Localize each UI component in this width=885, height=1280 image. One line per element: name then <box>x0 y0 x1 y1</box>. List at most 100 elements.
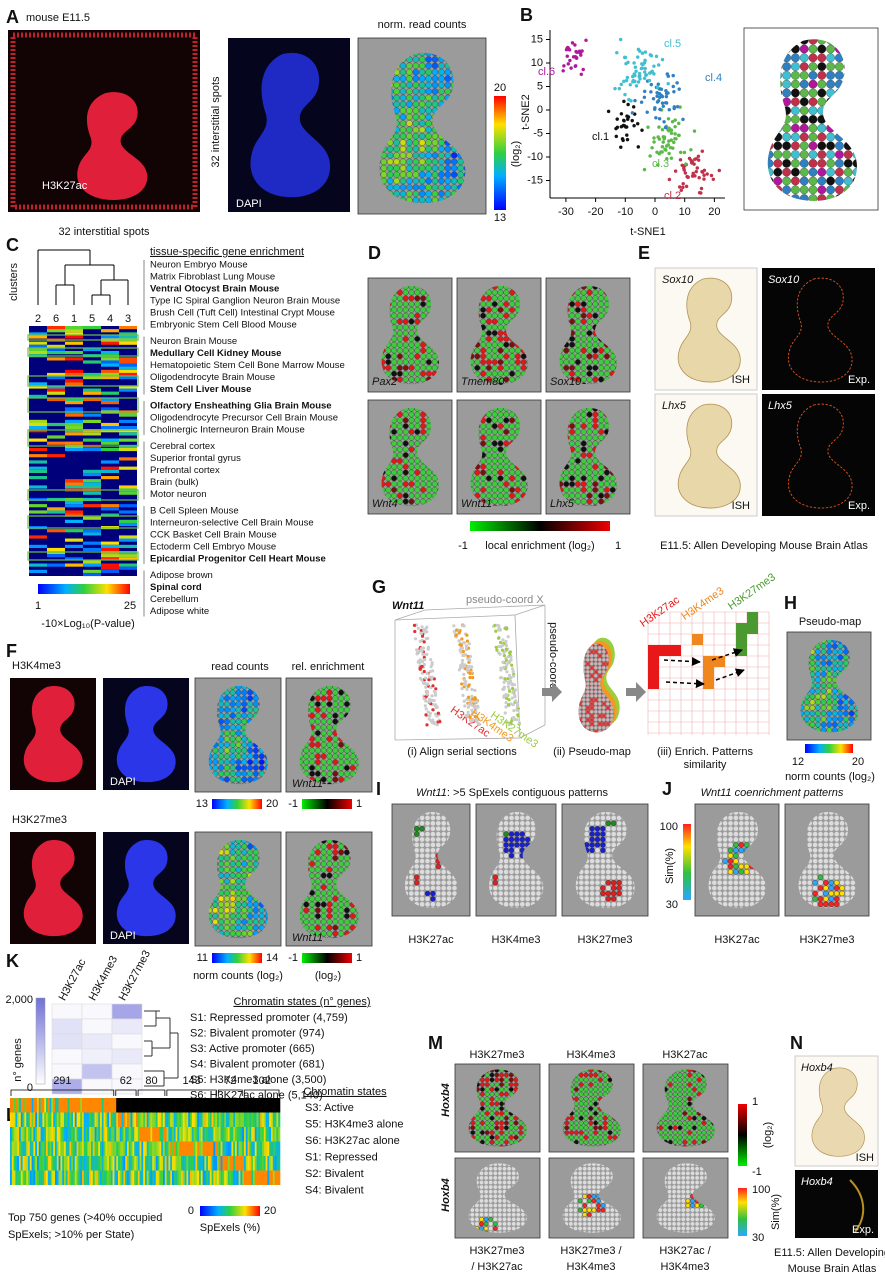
spot <box>837 643 844 649</box>
spot <box>604 469 610 476</box>
heatmap-cell <box>65 357 83 361</box>
spot <box>580 365 587 371</box>
section-spot <box>497 636 501 640</box>
label: norm counts (log₂) <box>193 970 283 982</box>
heatmap-cell <box>119 447 137 452</box>
spot <box>406 62 413 69</box>
spot <box>253 759 259 765</box>
spot <box>391 487 397 493</box>
spot <box>497 434 504 441</box>
spot <box>326 861 333 867</box>
spot <box>320 730 327 736</box>
spot <box>604 487 610 493</box>
heatmap-cell <box>101 441 119 445</box>
section-spot <box>452 630 456 634</box>
spot <box>408 458 415 464</box>
spot <box>519 842 525 848</box>
heatmap-cell <box>83 491 101 495</box>
spot <box>397 469 403 476</box>
section-spot <box>505 627 509 631</box>
spot <box>320 701 327 707</box>
spot <box>338 866 344 873</box>
spot <box>402 463 409 470</box>
spot <box>438 94 445 101</box>
spot <box>404 880 409 886</box>
spot <box>241 695 248 702</box>
spot <box>320 890 327 896</box>
scatter-point <box>667 151 671 156</box>
heatmap-cell <box>47 507 65 511</box>
spot <box>235 724 242 731</box>
spot <box>309 907 315 914</box>
spot <box>809 721 816 728</box>
spot <box>480 359 486 365</box>
scatter-point <box>640 62 644 66</box>
section-spot <box>515 704 519 709</box>
spot <box>229 736 236 742</box>
label: local enrichment (log₂) <box>485 540 594 552</box>
spot <box>817 176 827 186</box>
section-spot <box>515 708 519 712</box>
spot <box>843 167 853 177</box>
spot <box>391 307 397 313</box>
section-spot <box>428 697 432 702</box>
spot <box>592 498 599 505</box>
cluster-label: cl.2 <box>664 190 681 202</box>
spot <box>426 301 432 307</box>
spot <box>393 152 400 159</box>
scatter-point <box>566 45 570 50</box>
spot <box>235 878 242 885</box>
spot <box>229 689 236 696</box>
spot <box>344 753 350 760</box>
section-spot <box>474 710 478 715</box>
spot <box>474 475 481 482</box>
scatter-point <box>679 188 684 193</box>
label: (iii) Enrich. Patterns <box>657 746 753 758</box>
label: 20 <box>852 756 864 768</box>
spot <box>598 359 604 365</box>
spot <box>391 492 397 499</box>
heatmap-cell <box>65 479 83 483</box>
spot <box>509 411 515 418</box>
spot <box>503 475 510 482</box>
spot <box>451 177 458 185</box>
spot <box>229 924 236 931</box>
spot <box>332 701 339 707</box>
spot <box>598 307 604 313</box>
spot <box>586 307 593 313</box>
spot <box>326 712 333 719</box>
section-spot <box>463 653 467 657</box>
spot <box>605 729 610 733</box>
spot <box>326 878 333 885</box>
spot <box>247 759 253 765</box>
spot <box>402 370 409 377</box>
heatmap-cell <box>47 422 65 427</box>
scatter-point <box>653 106 657 110</box>
spot <box>597 701 602 706</box>
section-spot <box>466 710 470 714</box>
section-spot <box>513 693 517 697</box>
spot <box>414 359 421 365</box>
section-spot <box>419 629 423 633</box>
spot <box>837 665 844 672</box>
heatmap-cell <box>83 376 101 380</box>
enriched-cell <box>648 667 659 678</box>
spot <box>406 190 413 197</box>
spot <box>424 836 431 843</box>
spot <box>430 890 436 897</box>
label: Wnt11 <box>292 932 323 944</box>
spot <box>580 318 587 325</box>
spot <box>586 475 593 482</box>
spot <box>441 896 447 902</box>
spot <box>604 353 610 360</box>
spot <box>326 782 333 785</box>
spot <box>385 353 392 360</box>
spot <box>229 770 236 777</box>
panel-label: C <box>6 235 19 255</box>
spot <box>589 681 594 686</box>
spot <box>315 747 321 754</box>
spot <box>408 382 415 385</box>
spot <box>480 492 486 499</box>
spot <box>338 849 344 856</box>
spot <box>315 712 321 719</box>
